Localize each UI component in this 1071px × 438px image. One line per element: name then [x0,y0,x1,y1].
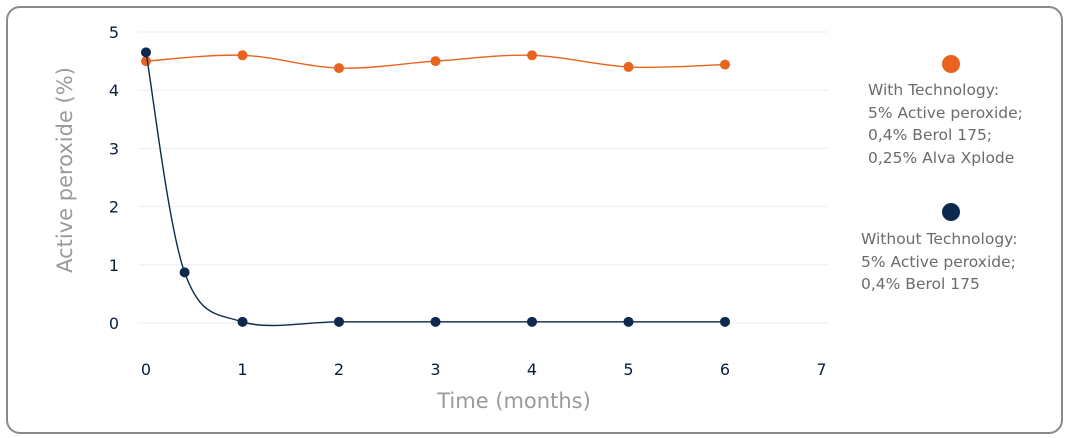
series-line-without-technology [145,52,725,327]
x-tick-label: 0 [141,360,151,379]
y-tick-label: 5 [109,23,119,42]
legend-line: 5% Active peroxide; [861,252,1016,271]
data-point-without-technology [430,316,441,327]
legend-entry-with-technology: With Technology: 5% Active peroxide; 0,4… [868,79,1023,169]
data-point-with-technology [623,61,634,72]
y-axis-title: Active peroxide (%) [53,67,77,273]
legend-entry-without-technology: Without Technology: 5% Active peroxide; … [861,228,1017,296]
x-tick-label: 4 [527,360,537,379]
x-tick-label: 6 [720,360,730,379]
y-tick-label: 0 [109,314,119,333]
data-point-without-technology [527,316,537,327]
data-point-without-technology [334,316,344,327]
x-tick-label: 7 [816,360,826,379]
x-axis-title: Time (months) [436,389,591,413]
data-point-with-technology [334,63,344,74]
x-tick-label: 3 [430,360,440,379]
data-point-without-technology [141,47,151,58]
x-tick-label: 1 [237,360,247,379]
x-axis-ticks: 0 1 2 3 4 5 6 7 [141,360,827,379]
data-point-without-technology [623,316,634,327]
legend-line: 0,4% Berol 175; [868,126,993,144]
data-point-without-technology [720,316,730,327]
y-tick-label: 3 [109,139,119,158]
data-point-with-technology [527,50,537,61]
legend-marker-without-technology [942,203,960,221]
legend-marker-with-technology [942,55,960,73]
legend-markers [942,55,960,221]
y-tick-label: 1 [109,256,119,275]
legend-line: With Technology: [868,81,1000,99]
legend-line: 5% Active peroxide; [868,103,1023,122]
chart-frame [6,6,1063,434]
legend-line: 0,4% Berol 175 [861,275,980,293]
data-point-with-technology [720,59,730,70]
legend-line: Without Technology: [861,230,1018,248]
gridlines [138,31,828,324]
y-tick-label: 2 [109,198,119,217]
legend-line: 0,25% Alva Xplode [868,148,1015,167]
data-point-with-technology [141,56,151,67]
x-tick-label: 2 [334,360,344,379]
series-layer [141,47,730,327]
data-point-without-technology [179,267,190,278]
data-point-with-technology [430,56,441,67]
y-axis-ticks: 0 1 2 3 4 5 [109,23,119,333]
x-tick-label: 5 [623,360,633,379]
data-point-with-technology [237,50,248,61]
data-point-without-technology [237,316,248,327]
y-tick-label: 4 [109,81,119,100]
